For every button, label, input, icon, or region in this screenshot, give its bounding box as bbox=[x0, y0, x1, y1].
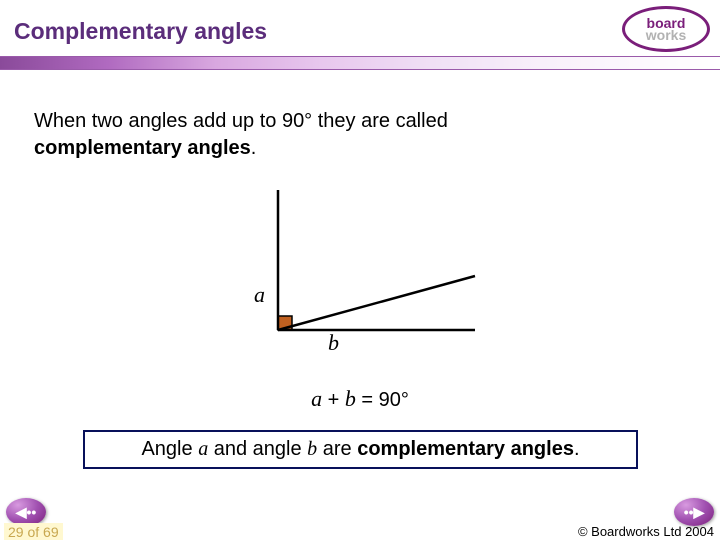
concl-a: a bbox=[198, 438, 208, 460]
concl-t2: and angle bbox=[208, 438, 307, 460]
angle-diagram: a b bbox=[260, 190, 490, 350]
nav-next-button[interactable]: ••▶ bbox=[674, 498, 714, 526]
diagonal-ray bbox=[278, 276, 475, 330]
concl-t1: Angle bbox=[141, 438, 198, 460]
conclusion-box: Angle a and angle b are complementary an… bbox=[83, 430, 638, 469]
equation: a + b = 90° bbox=[0, 386, 720, 412]
body-term: complementary angles bbox=[34, 137, 251, 159]
label-b: b bbox=[328, 330, 339, 356]
body-text: When two angles add up to 90° they are c… bbox=[34, 108, 448, 162]
eq-a: a bbox=[311, 386, 322, 411]
logo-text-bottom: works bbox=[646, 28, 686, 42]
label-a: a bbox=[254, 282, 265, 308]
header-divider bbox=[0, 56, 720, 70]
arrow-right-icon: ••▶ bbox=[684, 504, 705, 521]
nav-prev-button[interactable]: ◀•• bbox=[6, 498, 46, 526]
boardworks-logo: board works bbox=[622, 6, 710, 52]
slide-title: Complementary angles bbox=[14, 18, 267, 45]
body-line1: When two angles add up to 90° they are c… bbox=[34, 110, 448, 132]
eq-rhs: = 90° bbox=[356, 389, 409, 411]
concl-term: complementary angles bbox=[357, 438, 574, 460]
body-line2-end: . bbox=[251, 137, 257, 159]
concl-t3: are bbox=[317, 438, 357, 460]
page-number: 29 of 69 bbox=[4, 523, 63, 540]
concl-b: b bbox=[307, 438, 317, 460]
diagram-svg bbox=[260, 190, 490, 350]
eq-b: b bbox=[345, 386, 356, 411]
eq-plus: + bbox=[322, 389, 345, 411]
arrow-left-icon: ◀•• bbox=[16, 504, 37, 521]
copyright-text: © Boardworks Ltd 2004 bbox=[578, 524, 714, 539]
concl-end: . bbox=[574, 438, 580, 460]
